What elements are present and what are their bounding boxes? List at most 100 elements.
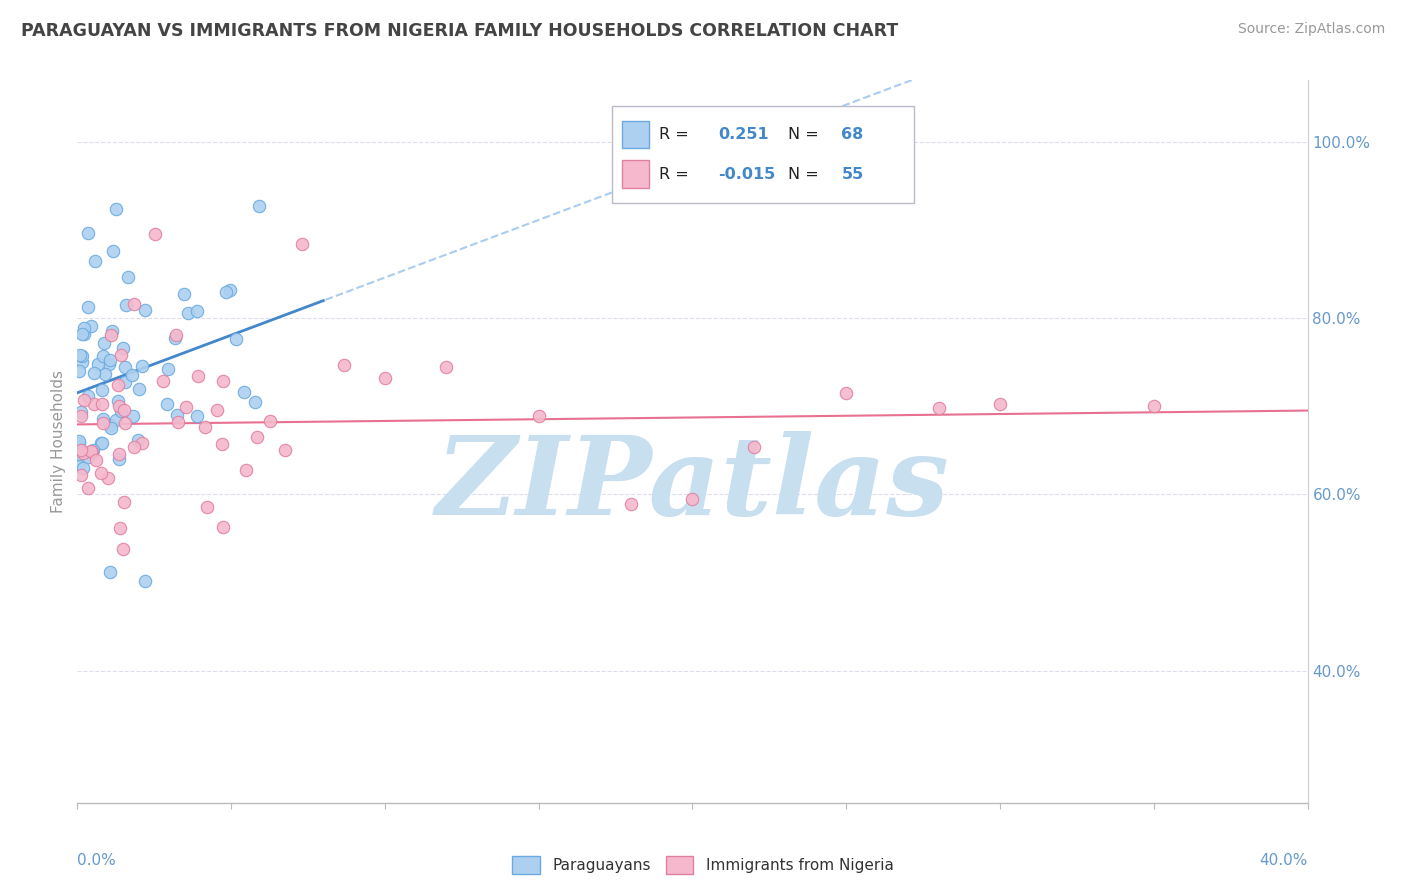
Point [835, 386, 858, 401]
Point [134, 302, 156, 317]
Text: ZIPatlas: ZIPatlas [436, 431, 949, 539]
Legend: Paraguayans, Immigrants from Nigeria: Paraguayans, Immigrants from Nigeria [506, 850, 900, 880]
Point [86, 357, 108, 371]
Point [194, 419, 217, 434]
Point [90, 397, 112, 411]
Point [91, 412, 114, 426]
Point [134, 574, 156, 589]
Point [166, 408, 188, 422]
Point [70, 405, 93, 419]
Point [225, 332, 247, 346]
Point [98, 418, 121, 433]
Point [246, 430, 269, 444]
Point [1143, 400, 1166, 414]
Point [219, 283, 242, 297]
Point [131, 435, 153, 450]
Point [112, 403, 135, 417]
Point [72, 460, 94, 475]
Point [100, 420, 122, 434]
Point [122, 297, 145, 311]
Point [259, 414, 281, 428]
Point [70, 354, 93, 368]
Point [73, 326, 96, 341]
Point [117, 270, 139, 285]
Text: PARAGUAYAN VS IMMIGRANTS FROM NIGERIA FAMILY HOUSEHOLDS CORRELATION CHART: PARAGUAYAN VS IMMIGRANTS FROM NIGERIA FA… [21, 22, 898, 40]
Point [100, 328, 122, 343]
Point [107, 393, 129, 408]
Point [67, 436, 90, 450]
Point [70, 442, 93, 457]
Point [108, 447, 131, 461]
Point [70, 409, 93, 423]
Point [110, 404, 132, 418]
Text: Source: ZipAtlas.com: Source: ZipAtlas.com [1237, 22, 1385, 37]
Point [436, 360, 458, 375]
Point [112, 495, 135, 509]
Point [291, 237, 314, 252]
Point [76, 389, 98, 403]
Point [77, 226, 100, 240]
Point [93, 336, 115, 351]
Point [165, 328, 187, 343]
Point [211, 520, 233, 534]
Point [682, 491, 704, 506]
Point [112, 541, 135, 556]
Point [110, 348, 132, 362]
Point [69, 348, 91, 362]
Point [165, 331, 187, 345]
Point [101, 244, 124, 259]
Point [122, 440, 145, 454]
Point [128, 382, 150, 396]
Point [108, 399, 131, 413]
Point [80, 445, 103, 459]
Point [173, 286, 195, 301]
Point [211, 437, 233, 451]
Point [108, 521, 131, 535]
Y-axis label: Family Households: Family Households [51, 370, 66, 513]
Point [374, 371, 396, 385]
Point [742, 440, 765, 454]
Point [94, 368, 117, 382]
Text: 55: 55 [841, 167, 863, 182]
Point [186, 409, 208, 424]
Point [212, 374, 235, 388]
Point [97, 357, 120, 371]
Point [80, 319, 103, 334]
Point [249, 199, 271, 213]
Text: 0.251: 0.251 [718, 127, 769, 142]
Point [143, 227, 166, 241]
Point [77, 481, 100, 495]
Text: 40.0%: 40.0% [1260, 854, 1308, 869]
Point [101, 324, 124, 338]
Point [73, 392, 96, 407]
Text: R =: R = [659, 127, 695, 142]
Point [527, 409, 550, 424]
Point [83, 397, 105, 411]
Point [107, 377, 129, 392]
Text: R =: R = [659, 167, 695, 182]
Point [108, 452, 131, 467]
Bar [623, 161, 650, 188]
Point [620, 497, 643, 511]
Point [98, 565, 121, 579]
Text: N =: N = [789, 127, 824, 142]
Point [167, 415, 190, 429]
Point [243, 394, 266, 409]
Point [90, 384, 112, 398]
Point [114, 416, 136, 430]
Bar [623, 120, 650, 148]
Point [83, 367, 105, 381]
Point [187, 368, 209, 383]
Point [69, 434, 91, 449]
Point [177, 306, 200, 320]
Point [77, 300, 100, 314]
Point [122, 409, 145, 423]
Point [127, 433, 149, 447]
Point [69, 458, 91, 473]
Point [73, 321, 96, 335]
Point [84, 253, 107, 268]
Point [131, 359, 153, 373]
Point [72, 349, 94, 363]
Text: N =: N = [789, 167, 824, 182]
Point [115, 298, 138, 312]
